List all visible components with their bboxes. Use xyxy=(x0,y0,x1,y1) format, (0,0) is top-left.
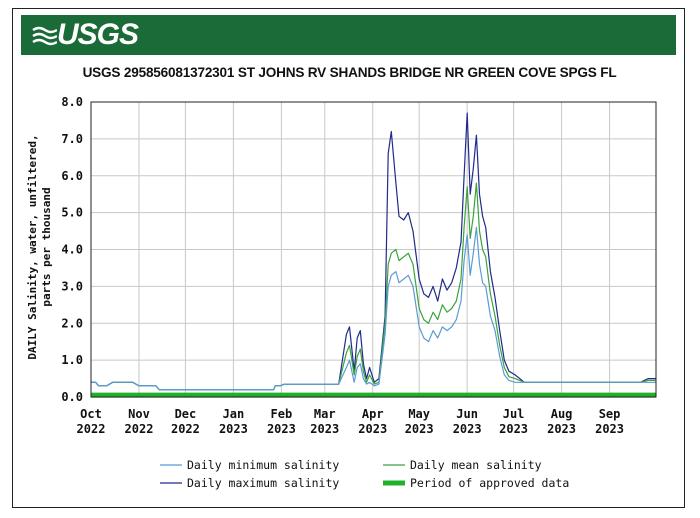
y-tick-label: 8.0 xyxy=(61,95,83,109)
x-tick-year: 2023 xyxy=(499,422,528,436)
y-tick-label: 4.0 xyxy=(61,243,83,257)
x-tick-month: Jun xyxy=(456,407,478,421)
x-tick-month: Oct xyxy=(80,407,102,421)
y-tick-label: 7.0 xyxy=(61,132,83,146)
y-axis-label-line2: parts per thousand xyxy=(40,187,53,306)
legend-label-min: Daily minimum salinity xyxy=(187,458,339,472)
x-tick-month: Feb xyxy=(271,407,293,421)
y-tick-label: 3.0 xyxy=(61,279,83,293)
series-line-min xyxy=(91,226,656,391)
y-tick-label: 6.0 xyxy=(61,169,83,183)
x-tick-year: 2022 xyxy=(171,422,200,436)
usgs-banner: USGS xyxy=(21,15,676,55)
y-tick-label: 0.0 xyxy=(61,390,83,404)
x-tick-year: 2022 xyxy=(125,422,154,436)
x-tick-month: May xyxy=(408,407,430,421)
legend-label-approved: Period of approved data xyxy=(410,476,569,490)
plot-border xyxy=(90,101,657,398)
x-tick-year: 2023 xyxy=(219,422,248,436)
legend-label-max: Daily maximum salinity xyxy=(187,476,339,490)
y-tick-label: 5.0 xyxy=(61,206,83,220)
usgs-logo: USGS xyxy=(57,18,139,51)
usgs-waves-icon xyxy=(32,26,57,46)
x-tick-year: 2023 xyxy=(358,422,387,436)
x-tick-year: 2023 xyxy=(405,422,434,436)
y-tick-label: 2.0 xyxy=(61,316,83,330)
chart-title: USGS 295856081372301 ST JOHNS RV SHANDS … xyxy=(82,65,617,80)
chart-frame: USGS USGS 295856081372301 ST JOHNS RV SH… xyxy=(12,8,685,508)
x-tick-month: Dec xyxy=(175,407,197,421)
x-tick-year: 2023 xyxy=(453,422,482,436)
x-tick-year: 2023 xyxy=(310,422,339,436)
x-tick-month: Aug xyxy=(551,407,573,421)
legend: Daily minimum salinity Daily mean salini… xyxy=(160,458,569,490)
x-tick-month: Mar xyxy=(314,407,336,421)
y-axis-label-line1: DAILY Salinity, water, unfiltered, xyxy=(26,134,39,359)
x-tick-month: Apr xyxy=(362,407,384,421)
x-tick-year: 2022 xyxy=(77,422,106,436)
y-tick-label: 1.0 xyxy=(61,353,83,367)
x-tick-month: Nov xyxy=(128,407,150,421)
x-tick-year: 2023 xyxy=(267,422,296,436)
series-line-max xyxy=(91,112,656,391)
x-tick-year: 2023 xyxy=(547,422,576,436)
x-tick-year: 2023 xyxy=(595,422,624,436)
x-tick-month: Jul xyxy=(503,407,525,421)
x-tick-month: Jan xyxy=(223,407,245,421)
x-tick-month: Sep xyxy=(599,407,621,421)
legend-label-mean: Daily mean salinity xyxy=(410,458,542,472)
